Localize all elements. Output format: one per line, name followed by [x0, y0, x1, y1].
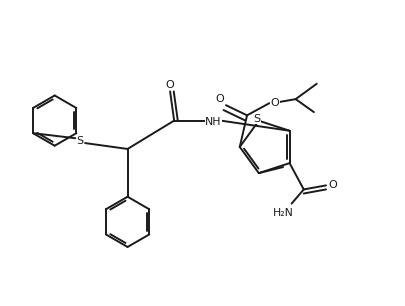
Text: O: O [166, 80, 175, 90]
Text: H₂N: H₂N [273, 208, 294, 218]
Text: O: O [271, 98, 279, 108]
Text: NH: NH [205, 117, 222, 127]
Text: O: O [328, 181, 337, 190]
Text: S: S [77, 136, 84, 146]
Text: O: O [215, 94, 224, 104]
Text: S: S [254, 114, 261, 124]
